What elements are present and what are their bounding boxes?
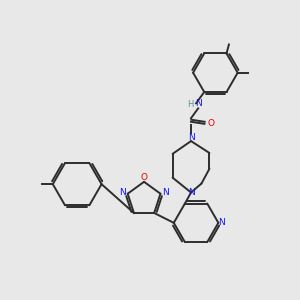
Text: O: O bbox=[141, 173, 148, 182]
Text: O: O bbox=[207, 119, 214, 128]
Text: N: N bbox=[188, 133, 194, 142]
Text: N: N bbox=[119, 188, 126, 197]
Text: H: H bbox=[187, 100, 193, 109]
Text: N: N bbox=[219, 218, 225, 227]
Text: N: N bbox=[195, 99, 202, 108]
Text: N: N bbox=[162, 188, 169, 197]
Text: N: N bbox=[188, 188, 194, 197]
